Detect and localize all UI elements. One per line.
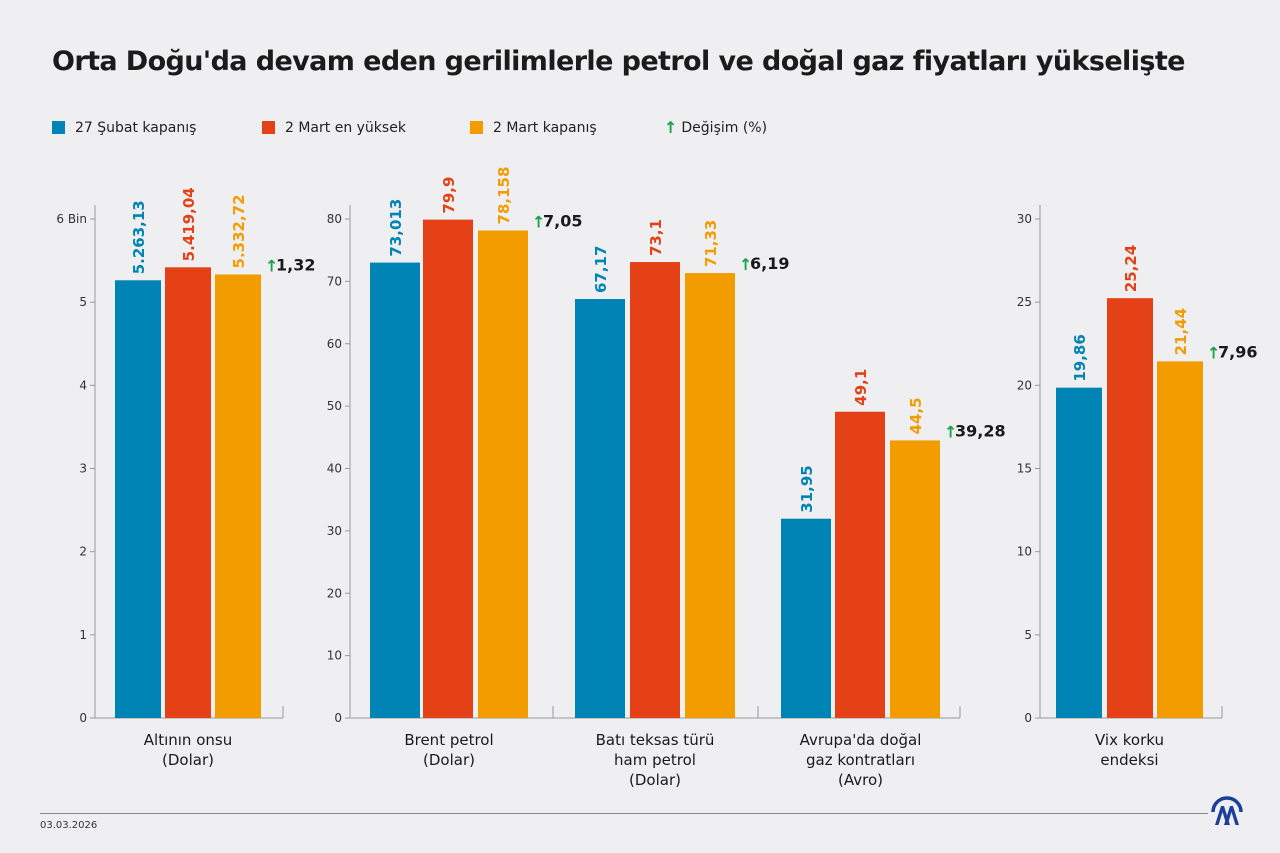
category-label: (Avro) — [838, 771, 883, 789]
data-label: 21,44 — [1172, 308, 1190, 355]
y-tick-label: 6 Bin — [56, 212, 87, 226]
data-label: 78,158 — [495, 167, 513, 225]
data-label: 71,33 — [702, 220, 720, 267]
data-label: 79,9 — [440, 177, 458, 214]
bar — [478, 230, 528, 718]
y-tick-label: 5 — [79, 295, 87, 309]
y-tick-label: 30 — [327, 524, 342, 538]
data-label: 5.419,04 — [180, 187, 198, 261]
legend-item-mar2-high: 2 Mart en yüksek — [262, 118, 470, 137]
category-label: Batı teksas türü — [596, 731, 715, 749]
arrow-up-icon: ↑ — [1207, 343, 1220, 362]
y-tick-label: 4 — [79, 378, 87, 392]
change-label: 39,28 — [955, 421, 1006, 440]
date: 03.03.2026 — [40, 820, 98, 831]
y-tick-label: 80 — [327, 212, 342, 226]
y-tick-label: 25 — [1017, 295, 1032, 309]
bar — [215, 274, 261, 718]
legend-label: 27 Şubat kapanış — [75, 119, 197, 136]
y-tick-label: 20 — [1017, 378, 1032, 392]
data-label: 73,1 — [647, 219, 665, 256]
legend-item-feb27: 27 Şubat kapanış — [52, 118, 262, 137]
legend-label: 2 Mart en yüksek — [285, 119, 406, 136]
footer-divider — [40, 813, 1208, 814]
legend-label: Değişim (%) — [681, 119, 768, 136]
y-tick-label: 10 — [327, 649, 342, 663]
legend-swatch — [470, 121, 483, 134]
bar — [423, 219, 473, 718]
category-label: Altının onsu — [144, 731, 232, 749]
y-tick-label: 0 — [334, 711, 342, 725]
bar — [685, 273, 735, 718]
y-tick-label: 40 — [327, 462, 342, 476]
legend-swatch — [52, 121, 65, 134]
change-label: 1,32 — [276, 255, 315, 274]
data-label: 5.263,13 — [130, 200, 148, 274]
bar — [890, 440, 940, 718]
bar — [370, 262, 420, 718]
category-label: gaz kontratları — [806, 751, 915, 769]
y-tick-label: 0 — [79, 711, 87, 725]
bar — [781, 518, 831, 718]
legend-item-change: ↑ Değişim (%) — [664, 118, 767, 137]
data-label: 73,013 — [387, 199, 405, 257]
y-tick-label: 30 — [1017, 212, 1032, 226]
bar — [115, 280, 161, 718]
category-label: (Dolar) — [423, 751, 475, 769]
data-label: 25,24 — [1122, 245, 1140, 292]
change-label: 6,19 — [750, 254, 789, 273]
bar — [575, 299, 625, 718]
y-tick-label: 60 — [327, 337, 342, 351]
legend-swatch — [262, 121, 275, 134]
y-tick-label: 70 — [327, 274, 342, 288]
arrow-up-icon: ↑ — [532, 212, 545, 231]
legend-label: 2 Mart kapanış — [493, 119, 597, 136]
y-tick-label: 2 — [79, 545, 87, 559]
bar — [835, 411, 885, 718]
y-tick-label: 20 — [327, 586, 342, 600]
category-label: ham petrol — [614, 751, 696, 769]
data-label: 44,5 — [907, 397, 925, 434]
bar — [165, 267, 211, 718]
category-label: Brent petrol — [404, 731, 493, 749]
data-label: 31,95 — [798, 465, 816, 512]
y-tick-label: 5 — [1024, 628, 1032, 642]
bar — [1056, 387, 1102, 718]
category-label: (Dolar) — [629, 771, 681, 789]
arrow-up-icon: ↑ — [944, 422, 957, 441]
y-tick-label: 0 — [1024, 711, 1032, 725]
y-tick-label: 3 — [79, 462, 87, 476]
y-tick-label: 50 — [327, 399, 342, 413]
data-label: 67,17 — [592, 246, 610, 293]
category-label: Avrupa'da doğal — [800, 731, 922, 749]
data-label: 49,1 — [852, 369, 870, 406]
y-tick-label: 1 — [79, 628, 87, 642]
aa-logo — [1210, 796, 1244, 830]
arrow-up-icon: ↑ — [739, 255, 752, 274]
bar — [1107, 298, 1153, 718]
chart-title: Orta Doğu'da devam eden gerilimlerle pet… — [52, 46, 1185, 77]
change-label: 7,96 — [1218, 342, 1257, 361]
bar — [1157, 361, 1203, 718]
category-label: (Dolar) — [162, 751, 214, 769]
y-tick-label: 15 — [1017, 462, 1032, 476]
arrow-up-icon: ↑ — [664, 118, 678, 137]
arrow-up-icon: ↑ — [265, 256, 278, 275]
bar — [630, 262, 680, 718]
legend: 27 Şubat kapanış 2 Mart en yüksek 2 Mart… — [52, 118, 767, 137]
y-tick-label: 10 — [1017, 545, 1032, 559]
data-label: 5.332,72 — [230, 194, 248, 268]
category-label: endeksi — [1100, 751, 1158, 769]
category-label: Vix korku — [1095, 731, 1164, 749]
data-label: 19,86 — [1071, 334, 1089, 381]
legend-item-mar2-close: 2 Mart kapanış — [470, 118, 664, 137]
change-label: 7,05 — [543, 211, 582, 230]
